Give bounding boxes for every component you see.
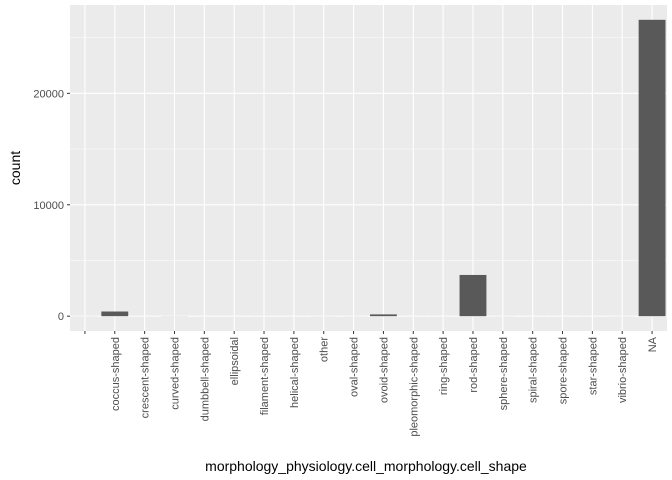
x-tick-label: pleomorphic-shaped [408,337,420,437]
x-tick-label: ellipsoidal [229,337,241,385]
bar [459,274,487,317]
x-tick-label: curved-shaped [169,337,181,410]
x-tick-label: vibrio-shaped [617,337,629,403]
x-tick-label: helical-shaped [289,337,301,408]
x-tick-label: coccus-shaped [110,337,122,411]
x-tick-label: ovoid-shaped [378,337,390,403]
bar [101,311,129,317]
plot-panel [70,5,667,331]
x-tick-label: crescent-shaped [140,337,152,418]
x-axis: coccus-shaped crescent-shaped curved-shape… [84,331,659,437]
x-tick-label: filament-shaped [259,337,271,415]
x-tick-label: spore-shaped [558,337,570,404]
y-axis-title: count [7,151,23,185]
x-tick-label: star-shaped [587,337,599,395]
bar [638,19,666,317]
x-axis-title: morphology_physiology.cell_morphology.ce… [205,458,527,474]
x-tick-label: dumbbell-shaped [199,337,211,421]
x-tick-label: spiral-shaped [528,337,540,403]
bars [71,19,666,317]
x-tick-label: oval-shaped [349,337,361,397]
y-tick-label: 10000 [33,200,64,212]
y-axis: 0 10000 20000 [33,88,70,323]
x-tick-label: ring-shaped [438,337,450,395]
x-tick-label: rod-shaped [468,337,480,393]
y-tick-label: 0 [58,311,64,323]
bar [369,314,397,317]
grid-lines [70,5,667,331]
x-tick-label: other [319,337,331,362]
x-tick-label: sphere-shaped [498,337,510,410]
x-tick-label: NA [647,336,659,352]
y-tick-label: 20000 [33,88,64,100]
